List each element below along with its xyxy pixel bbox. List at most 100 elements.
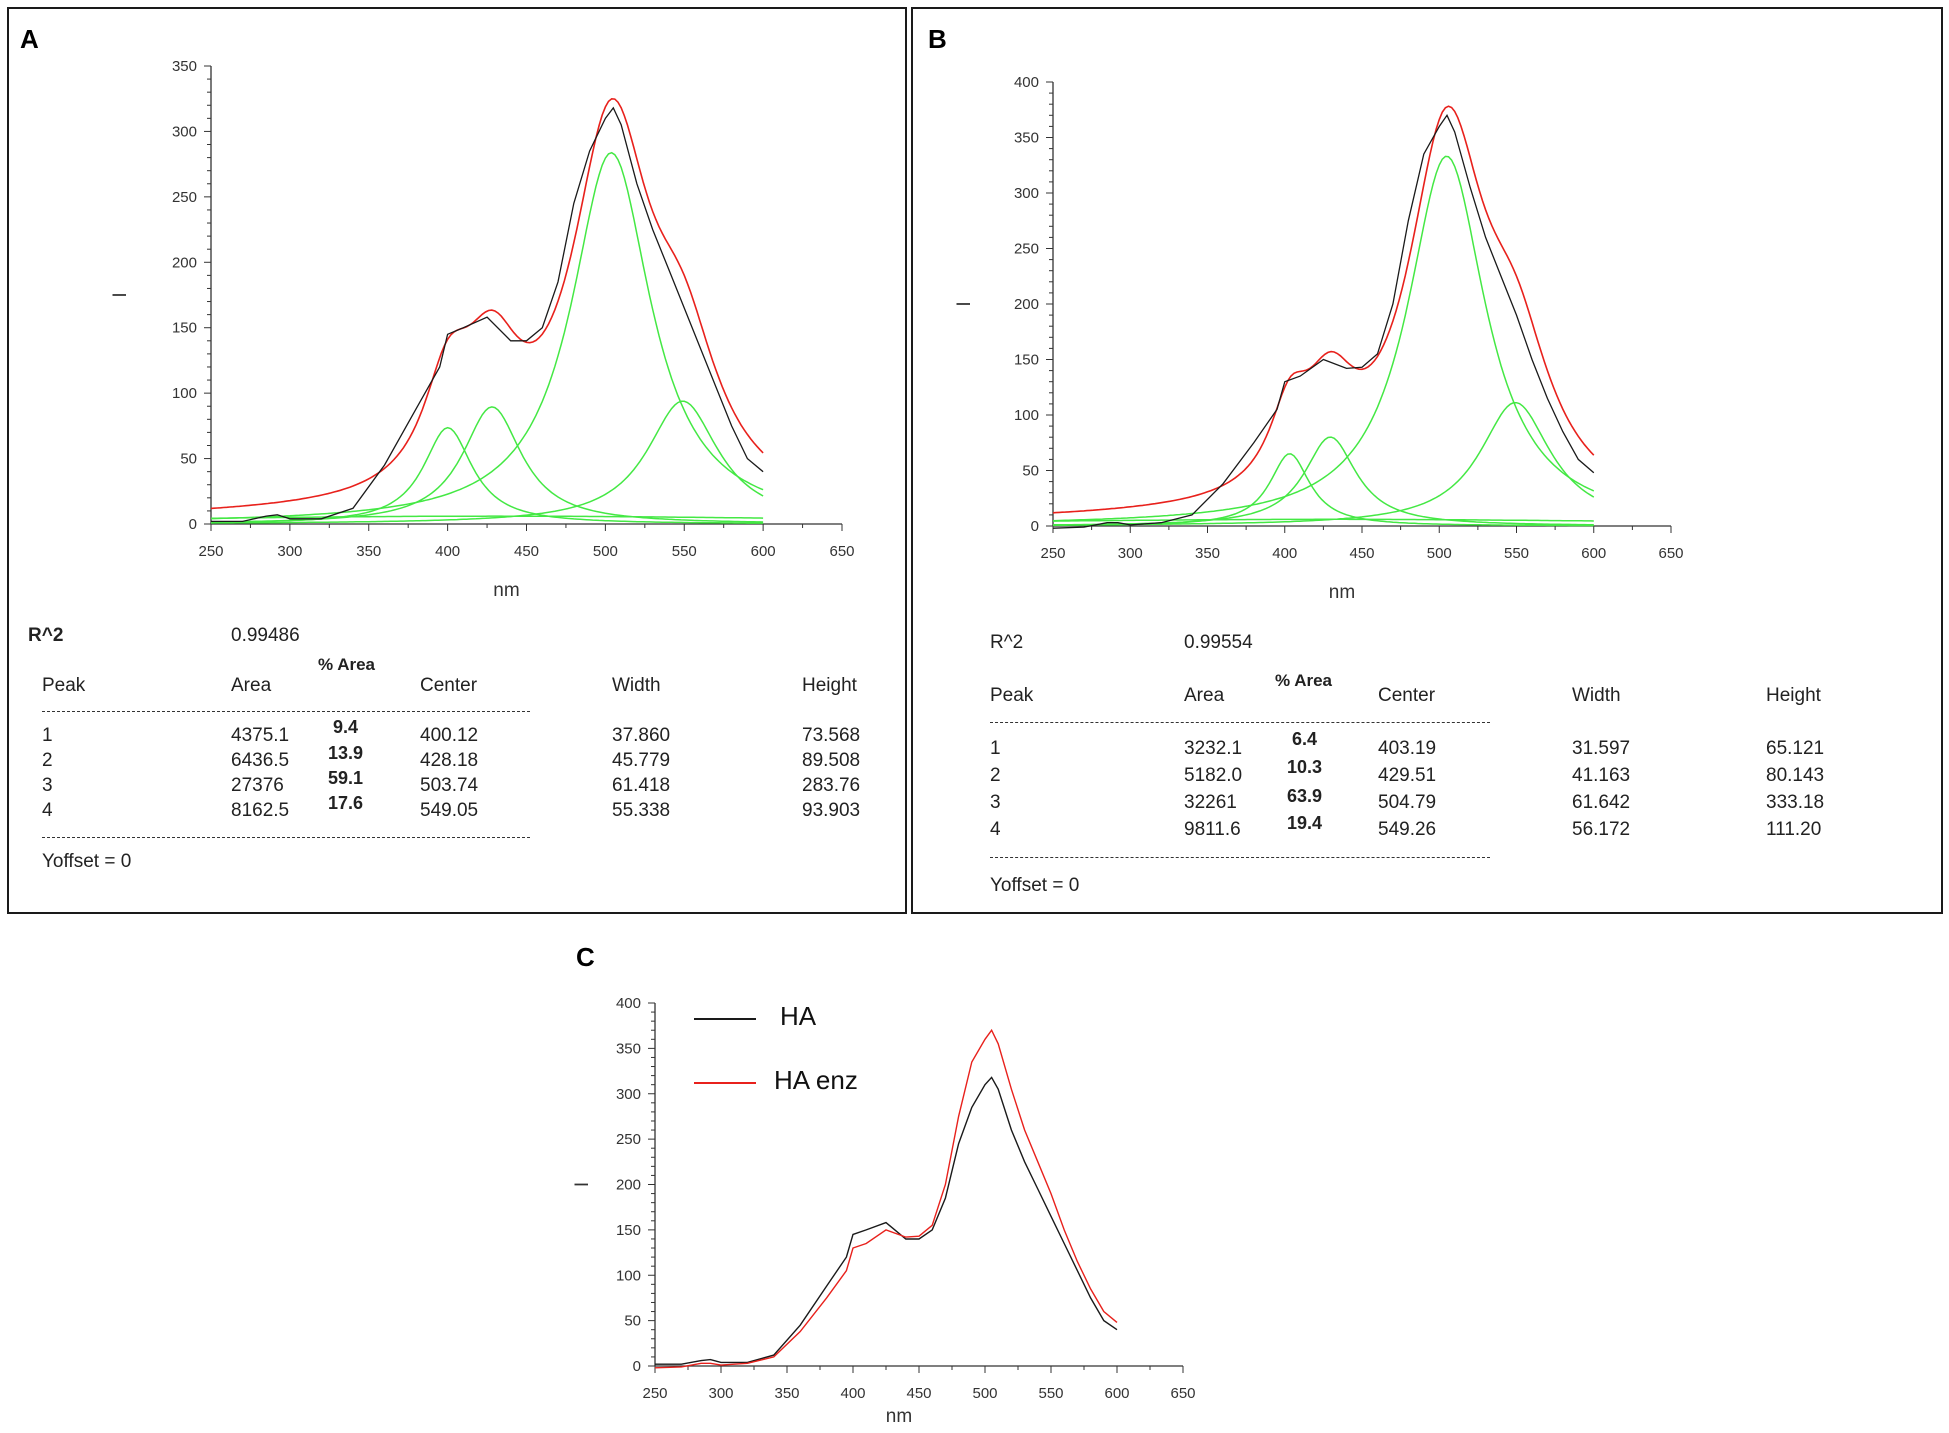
series-ha-line — [655, 1076, 1118, 1365]
y-tick-label: 150 — [172, 320, 197, 337]
y-tick-label: 200 — [616, 1177, 641, 1194]
cell-area: 32261 — [1184, 792, 1237, 813]
cumulative-fit-line — [210, 97, 764, 510]
cell-height: 80.143 — [1766, 765, 1825, 786]
x-tick-label: 500 — [593, 543, 618, 560]
cell-center: 504.79 — [1378, 792, 1437, 813]
cell-height: 333.18 — [1766, 792, 1825, 813]
x-tick-label: 650 — [1658, 545, 1683, 562]
cell-pct: 10.3 — [1287, 757, 1323, 777]
x-tick-label: 450 — [1349, 545, 1374, 562]
y-tick-label: 200 — [1014, 296, 1039, 313]
cell-peak: 1 — [990, 738, 1001, 759]
x-tick-label: 400 — [1272, 545, 1297, 562]
x-tick-label: 600 — [1104, 1385, 1129, 1402]
cell-width: 41.163 — [1572, 765, 1631, 786]
component-peak-2-line — [1053, 436, 1594, 526]
y-tick-label: 300 — [616, 1086, 641, 1103]
cell-center: 429.51 — [1378, 765, 1437, 786]
chart-b-ylabel: I — [954, 301, 975, 306]
cell-peak: 3 — [42, 775, 53, 796]
y-tick-label: 50 — [180, 451, 197, 468]
cell-height: 89.508 — [802, 750, 861, 771]
measured-spectrum-line — [1052, 113, 1595, 529]
series-ha-enz-line — [654, 1028, 1118, 1369]
y-tick-label: 50 — [1022, 463, 1039, 480]
cell-width: 61.418 — [612, 775, 671, 796]
cell-pct: 17.6 — [328, 793, 364, 813]
x-tick-label: 550 — [672, 543, 697, 560]
legend-label-ha: HA — [780, 1001, 817, 1031]
x-tick-label: 500 — [972, 1385, 997, 1402]
cell-area: 6436.5 — [231, 750, 290, 771]
x-tick-label: 350 — [774, 1385, 799, 1402]
cell-width: 55.338 — [612, 800, 671, 821]
baseline-component-line — [211, 515, 764, 519]
cell-height: 283.76 — [802, 775, 861, 796]
y-tick-label: 150 — [1014, 352, 1039, 369]
cell-peak: 2 — [990, 765, 1001, 786]
y-tick-label: 350 — [1014, 130, 1039, 147]
x-tick-label: 300 — [277, 543, 302, 560]
cell-area: 4375.1 — [231, 725, 290, 746]
yoffset-text: Yoffset = 0 — [990, 875, 1080, 896]
cell-area: 8162.5 — [231, 800, 290, 821]
table-divider-bottom — [42, 837, 530, 838]
header-pct-area: % Area — [318, 655, 376, 674]
x-tick-label: 250 — [198, 543, 223, 560]
cell-width: 56.172 — [1572, 819, 1631, 840]
component-peak-3-line — [1052, 155, 1595, 522]
y-tick-label: 250 — [172, 189, 197, 206]
x-tick-label: 600 — [751, 543, 776, 560]
cell-pct: 59.1 — [328, 768, 364, 788]
y-tick-label: 250 — [616, 1131, 641, 1148]
panel-b-frame — [911, 7, 1943, 914]
panel-b-label: B — [928, 24, 947, 54]
cell-width: 31.597 — [1572, 738, 1631, 759]
header-center: Center — [1378, 685, 1436, 706]
cell-peak: 4 — [42, 800, 53, 821]
legend-swatch-ha — [694, 1018, 756, 1020]
x-tick-label: 400 — [435, 543, 460, 560]
cell-center: 403.19 — [1378, 738, 1437, 759]
y-tick-label: 350 — [172, 58, 197, 75]
chart-b-xlabel: nm — [1329, 582, 1355, 603]
y-tick-label: 400 — [616, 995, 641, 1012]
measured-spectrum-line — [211, 106, 764, 523]
chart-a-ylabel: I — [110, 292, 131, 297]
cell-peak: 3 — [990, 792, 1001, 813]
x-tick-label: 650 — [829, 543, 854, 560]
x-tick-label: 500 — [1427, 545, 1452, 562]
cell-height: 111.20 — [1766, 819, 1822, 840]
x-tick-label: 400 — [840, 1385, 865, 1402]
header-peak: Peak — [990, 685, 1034, 706]
cell-peak: 2 — [42, 750, 53, 771]
x-tick-label: 300 — [1118, 545, 1143, 562]
cell-pct: 13.9 — [328, 743, 364, 763]
panel-c-label: C — [576, 942, 595, 972]
legend-label-ha-enz: HA enz — [774, 1065, 858, 1095]
x-tick-label: 250 — [642, 1385, 667, 1402]
y-tick-label: 100 — [1014, 407, 1039, 424]
header-height: Height — [802, 675, 857, 696]
y-tick-label: 100 — [172, 385, 197, 402]
cell-center: 400.12 — [420, 725, 479, 746]
cell-pct: 63.9 — [1287, 786, 1323, 806]
chart-a-xlabel: nm — [493, 580, 519, 601]
cell-center: 428.18 — [420, 750, 479, 771]
cell-width: 45.779 — [612, 750, 671, 771]
r2-value: 0.99486 — [231, 625, 300, 646]
cell-peak: 1 — [42, 725, 53, 746]
y-tick-label: 200 — [172, 254, 197, 271]
cell-area: 27376 — [231, 775, 284, 796]
y-tick-label: 50 — [624, 1313, 641, 1330]
header-area: Area — [231, 675, 272, 696]
r2-value: 0.99554 — [1184, 632, 1253, 653]
x-tick-label: 450 — [906, 1385, 931, 1402]
r2-label: R^2 — [28, 625, 64, 646]
x-tick-label: 250 — [1040, 545, 1065, 562]
component-peak-4-line — [210, 400, 764, 524]
y-tick-label: 100 — [616, 1267, 641, 1284]
r2-label: R^2 — [990, 632, 1024, 653]
